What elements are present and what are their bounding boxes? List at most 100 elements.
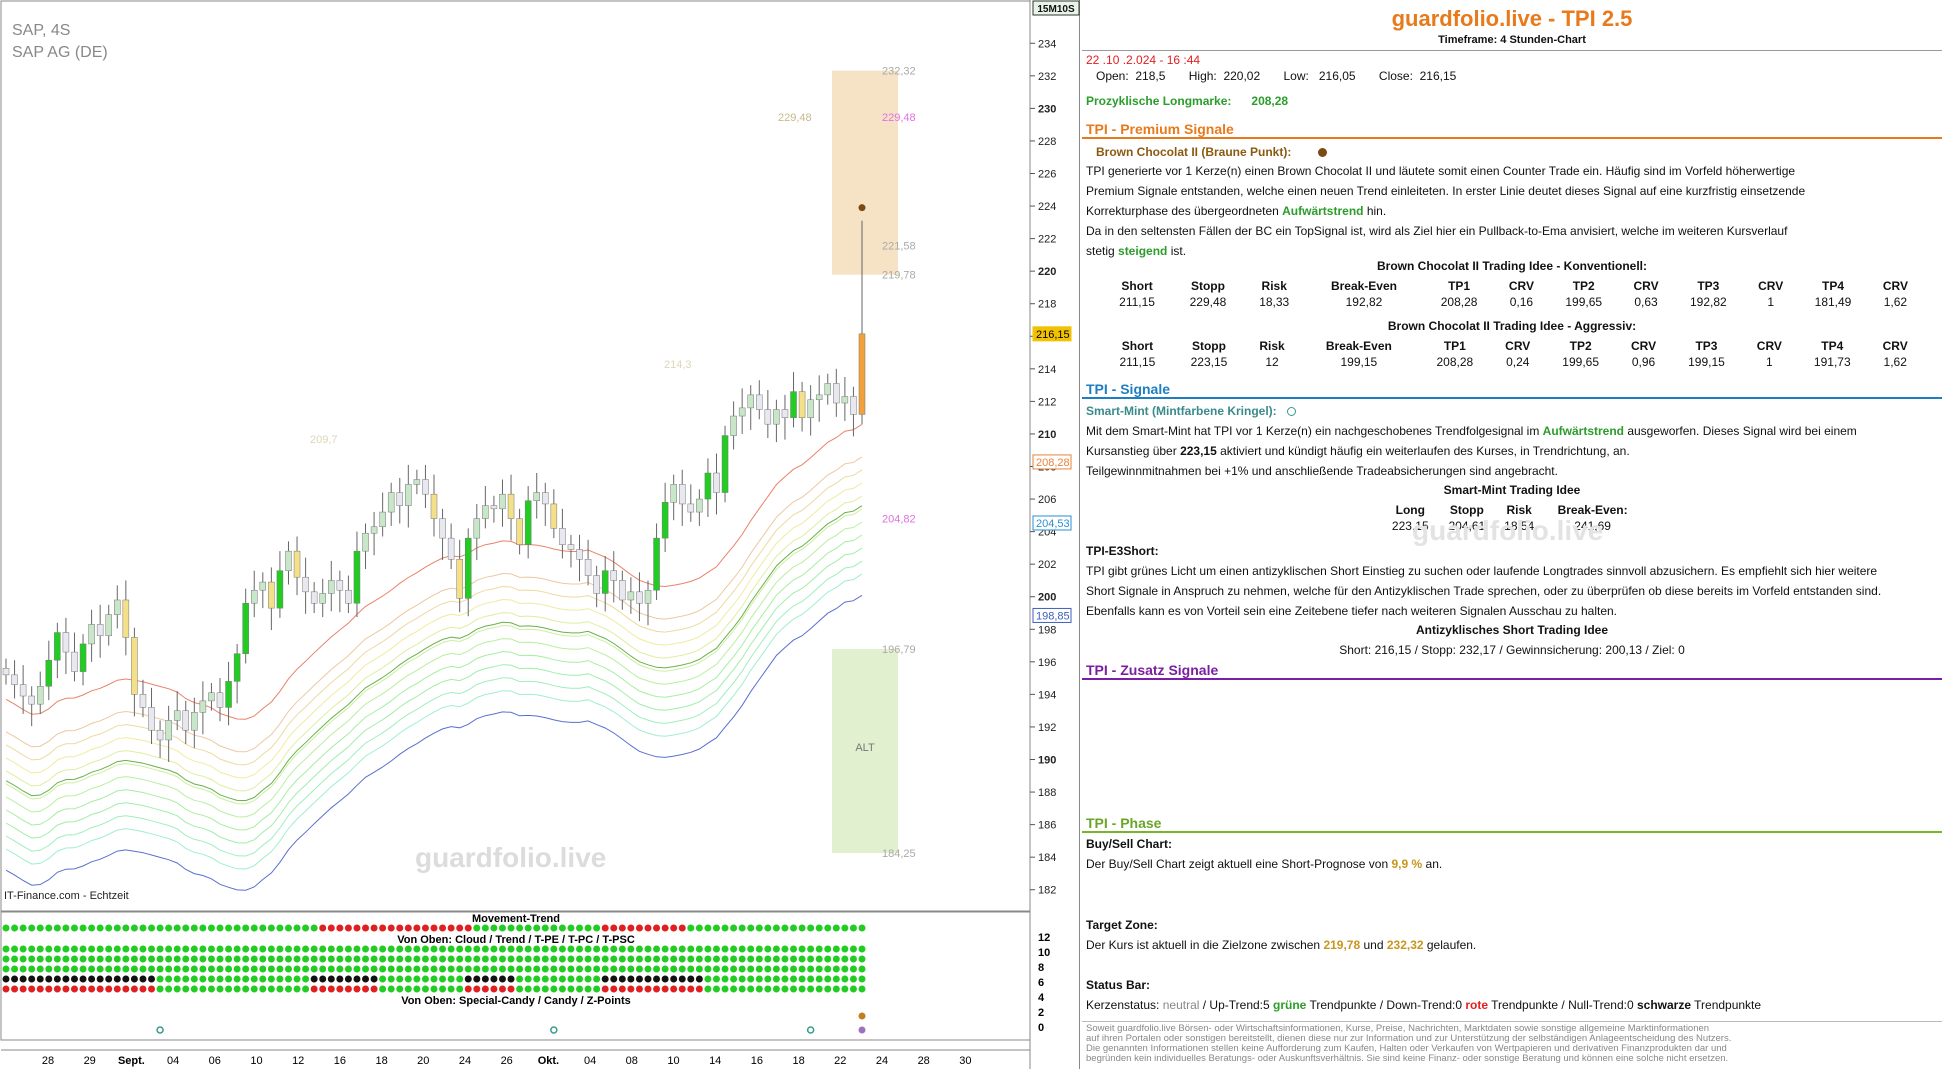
trend-point: [678, 945, 686, 953]
trend-point: [798, 945, 806, 953]
trend-point: [28, 945, 36, 953]
trend-point: [2, 985, 10, 993]
trend-point: [413, 965, 421, 973]
trend-point: [276, 924, 284, 932]
trend-point: [173, 975, 181, 983]
trend-point: [824, 945, 832, 953]
trend-point: [584, 975, 592, 983]
candle-body: [319, 593, 326, 604]
trend-point: [130, 985, 138, 993]
trend-point: [122, 965, 130, 973]
candle-body: [704, 472, 712, 500]
trend-point: [507, 955, 515, 963]
trend-point: [156, 945, 164, 953]
trend-point: [19, 985, 27, 993]
trend-point: [721, 975, 729, 983]
trend-point: [319, 985, 327, 993]
candle-body: [473, 518, 481, 539]
y-tick-label: 206: [1038, 494, 1056, 506]
table-header-cell: Break-Even: [1330, 279, 1397, 293]
trend-point: [473, 965, 481, 973]
trend-point: [464, 945, 472, 953]
trend-point: [772, 985, 780, 993]
x-tick-label: 14: [709, 1055, 721, 1067]
trend-point: [439, 975, 447, 983]
trend-point: [396, 985, 404, 993]
trend-point: [19, 965, 27, 973]
candle-body: [567, 544, 575, 550]
trend-point: [421, 955, 429, 963]
chart-instrument-name: SAP AG (DE): [12, 44, 108, 61]
candle-body: [781, 409, 789, 418]
trend-point: [182, 955, 190, 963]
price-label: 204,53: [1036, 518, 1070, 530]
x-tick-label: 10: [667, 1055, 679, 1067]
y-tick-label: 224: [1038, 201, 1056, 213]
zone-label: 221,58: [882, 240, 916, 252]
trend-point: [190, 955, 198, 963]
table-header-cell: Short: [1121, 339, 1154, 353]
trend-point: [199, 975, 207, 983]
trend-point: [790, 955, 798, 963]
trend-point: [824, 955, 832, 963]
trend-point: [387, 955, 395, 963]
trend-point: [148, 965, 156, 973]
trend-point: [113, 955, 121, 963]
trend-point: [165, 975, 173, 983]
table-cell: 208,28: [1436, 355, 1474, 369]
candle-body: [542, 492, 549, 505]
trend-point: [790, 965, 798, 973]
zone-label: 184,25: [882, 848, 916, 860]
trend-point: [635, 985, 643, 993]
trend-point: [781, 955, 789, 963]
candle-body: [661, 502, 669, 539]
chart-panel[interactable]: ALT 182 184 186 188 190 192 194 196 198 200 202 204 2…: [0, 0, 1080, 1069]
trend-point: [695, 945, 703, 953]
e3-title: TPI-E3Short:: [1086, 544, 1159, 558]
trend-point: [225, 924, 233, 932]
brown-chocolat-marker: [858, 204, 866, 212]
trend-point: [550, 965, 558, 973]
trend-point: [62, 965, 70, 973]
y-tick-label: 182: [1038, 885, 1056, 897]
mint-ring-marker: [156, 1026, 164, 1034]
trend-point: [644, 985, 652, 993]
trend-point: [576, 965, 584, 973]
trend-point: [413, 924, 421, 932]
ribbon-line: [5, 547, 863, 844]
price-chart-svg[interactable]: ALT1821841861881901921941961982002022042…: [0, 0, 1080, 1069]
trend-point: [807, 924, 815, 932]
trend-point: [524, 945, 532, 953]
trend-point: [541, 924, 549, 932]
trend-point: [712, 955, 720, 963]
trend-point: [841, 945, 849, 953]
trend-point: [113, 945, 121, 953]
trend-point: [764, 924, 772, 932]
trend-point: [319, 975, 327, 983]
trend-point: [764, 955, 772, 963]
table-cell: 1,62: [1883, 295, 1908, 309]
candle-body: [559, 528, 566, 545]
trend-point: [19, 955, 27, 963]
trend-point: [267, 924, 275, 932]
special-candy-marker: [858, 1012, 866, 1020]
trend-point: [190, 924, 198, 932]
trend-point: [815, 975, 823, 983]
trend-point: [293, 985, 301, 993]
trend-point: [88, 975, 96, 983]
conv-table: Short Stopp Risk Break-Even TP1 CRV TP2 CRV TP3 C…: [1102, 278, 1922, 310]
trend-point: [772, 955, 780, 963]
trend-point: [344, 945, 352, 953]
trend-point: [199, 945, 207, 953]
trend-point: [45, 965, 53, 973]
e3-text-1: TPI gibt grünes Licht um einen antizykli…: [1086, 564, 1878, 578]
trend-point: [832, 975, 840, 983]
candle-body: [507, 493, 515, 519]
trend-point: [815, 955, 823, 963]
trend-point: [396, 975, 404, 983]
trend-point: [841, 985, 849, 993]
trend-point: [370, 924, 378, 932]
y-tick-label: 188: [1038, 787, 1056, 799]
premium-text-4: Da in den seltensten Fällen der BC ein T…: [1086, 224, 1788, 238]
candle-body: [439, 518, 446, 539]
